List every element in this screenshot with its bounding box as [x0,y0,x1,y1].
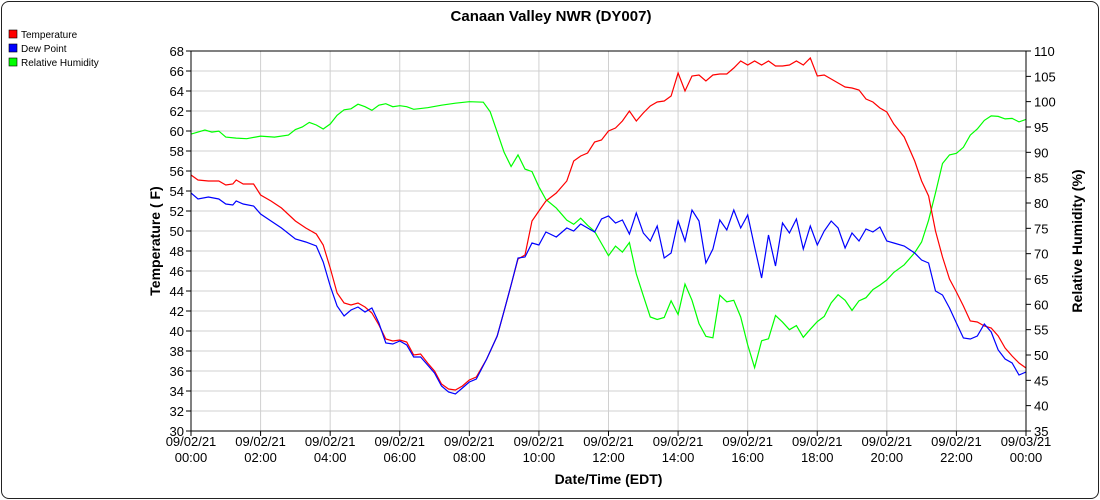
legend-swatch [8,43,18,53]
y-left-tick-label: 32 [170,404,184,419]
y-right-tick-label: 45 [1034,373,1048,388]
y-left-tick-label: 68 [170,44,184,59]
y-right-tick-label: 110 [1034,44,1055,59]
y-left-tick-label: 60 [170,124,184,139]
y-right-tick-label: 70 [1034,247,1048,262]
chart-title: Canaan Valley NWR (DY007) [451,8,652,25]
x-axis-title: Date/Time (EDT) [555,471,663,487]
y-right-tick-label: 35 [1034,424,1048,439]
series-layer [191,56,1026,395]
legend: Temperature Dew Point Relative Humidity [8,29,99,69]
legend-label: Temperature [21,30,78,41]
y-left-tick-label: 42 [170,304,184,319]
x-tick-label-date: 09/02/21 [235,434,286,449]
x-tick-label-date: 09/02/21 [166,434,217,449]
x-tick-label-time: 08:00 [453,450,486,465]
grid [190,50,1027,432]
y-right-tick-label: 85 [1034,171,1048,186]
y-left-tick-label: 34 [170,384,184,399]
y-right-tick-label: 100 [1034,95,1056,110]
y-left-tick-label: 54 [170,184,184,199]
y-left-tick-label: 66 [170,64,184,79]
y-right-tick-label: 80 [1034,196,1048,211]
y-left-tick-label: 62 [170,104,184,119]
y-axis-left-ticks: 30 32 34 36 38 40 42 44 46 48 50 52 54 56 58 60 62 64 66 68 [170,44,191,439]
x-tick-label-time: 06:00 [383,450,416,465]
x-tick-label-date: 09/02/21 [444,434,495,449]
legend-swatch [8,29,18,39]
y-axis-right-ticks: 35 40 45 50 55 60 65 70 75 80 85 90 95 100 105 110 [1026,44,1056,439]
x-tick-label-time: 16:00 [731,450,764,465]
y-right-tick-label: 90 [1034,145,1048,160]
y-left-tick-label: 30 [170,424,184,439]
x-tick-label-date: 09/02/21 [514,434,565,449]
y-right-tick-label: 40 [1034,399,1048,414]
x-tick-label-time: 04:00 [314,450,347,465]
x-tick-label-date: 09/02/21 [305,434,356,449]
y-left-tick-label: 38 [170,344,184,359]
y-left-tick-label: 50 [170,224,184,239]
x-axis-ticks: 09/02/2100:0009/02/2102:0009/02/2104:000… [166,431,1052,465]
y-left-tick-label: 46 [170,264,184,279]
y-left-tick-label: 52 [170,204,184,219]
legend-swatch [8,57,18,67]
y-right-tick-label: 105 [1034,69,1056,84]
y-right-tick-label: 75 [1034,221,1048,236]
y-right-tick-label: 65 [1034,272,1048,287]
series-line-relative-humidity [191,101,1026,370]
series-line-dew-point [191,192,1026,395]
legend-label: Relative Humidity [21,58,99,69]
y-right-tick-label: 55 [1034,323,1048,338]
y-left-tick-label: 58 [170,144,184,159]
x-tick-label-date: 09/02/21 [792,434,843,449]
x-tick-label-date: 09/02/21 [931,434,982,449]
x-tick-label-time: 00:00 [175,450,208,465]
x-tick-label-date: 09/02/21 [583,434,634,449]
y-left-tick-label: 48 [170,244,184,259]
series-line-temperature [191,56,1026,391]
y-left-tick-label: 64 [170,84,184,99]
x-tick-label-time: 12:00 [592,450,625,465]
y-left-tick-label: 56 [170,164,184,179]
y-left-tick-label: 40 [170,324,184,339]
x-tick-label-time: 20:00 [871,450,904,465]
y-right-tick-label: 95 [1034,120,1048,135]
x-tick-label-date: 09/02/21 [722,434,773,449]
y-axis-left-title: Temperature ( F) [147,186,163,295]
y-right-tick-label: 50 [1034,348,1048,363]
y-left-tick-label: 36 [170,364,184,379]
x-tick-label-time: 00:00 [1010,450,1043,465]
y-left-tick-label: 44 [170,284,184,299]
x-tick-label-time: 22:00 [940,450,973,465]
x-tick-label-time: 14:00 [662,450,695,465]
x-tick-label-date: 09/02/21 [374,434,425,449]
x-tick-label-time: 18:00 [801,450,834,465]
x-tick-label-date: 09/02/21 [862,434,913,449]
y-axis-right-title: Relative Humidity (%) [1069,169,1085,312]
y-right-tick-label: 60 [1034,297,1048,312]
x-tick-label-date: 09/03/21 [1001,434,1052,449]
x-tick-label-time: 10:00 [523,450,556,465]
legend-label: Dew Point [21,44,67,55]
x-tick-label-time: 02:00 [244,450,277,465]
x-tick-label-date: 09/02/21 [653,434,704,449]
